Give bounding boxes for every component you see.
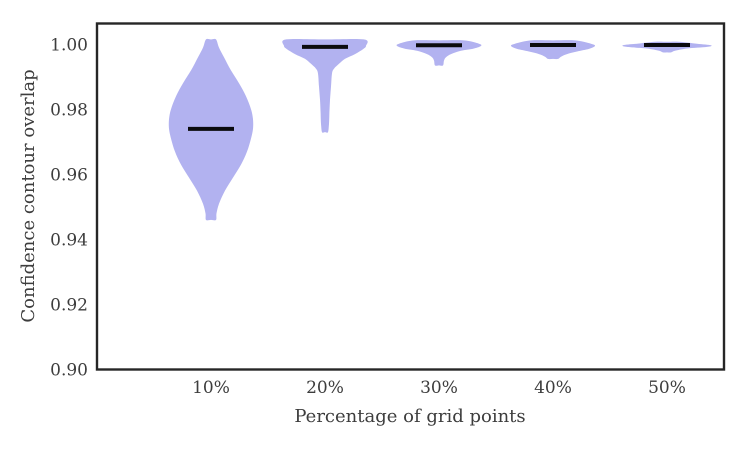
- x-tick-label: 50%: [648, 378, 686, 398]
- median-bars-group: [188, 43, 690, 131]
- y-axis-tick-labels: 0.90 0.92 0.94 0.96 0.98 1.00: [50, 35, 88, 380]
- violin-20%: [282, 38, 368, 133]
- x-axis-tick-labels: 10% 20% 30% 40% 50%: [192, 378, 686, 398]
- y-tick-label: 1.00: [50, 35, 88, 55]
- plot-border: [95, 22, 726, 371]
- y-tick-label: 0.98: [50, 100, 88, 120]
- x-axis-title: Percentage of grid points: [294, 406, 525, 427]
- x-tick-label: 40%: [534, 378, 572, 398]
- y-tick-label: 0.96: [50, 165, 88, 185]
- violin-series-group: [168, 38, 712, 221]
- x-tick-label: 20%: [306, 378, 344, 398]
- y-axis-title: Confidence contour overlap: [18, 69, 39, 322]
- y-tick-label: 0.90: [50, 361, 88, 381]
- x-tick-label: 10%: [192, 378, 230, 398]
- y-tick-label: 0.94: [50, 230, 88, 250]
- y-tick-label: 0.92: [50, 296, 88, 316]
- x-tick-label: 30%: [420, 378, 458, 398]
